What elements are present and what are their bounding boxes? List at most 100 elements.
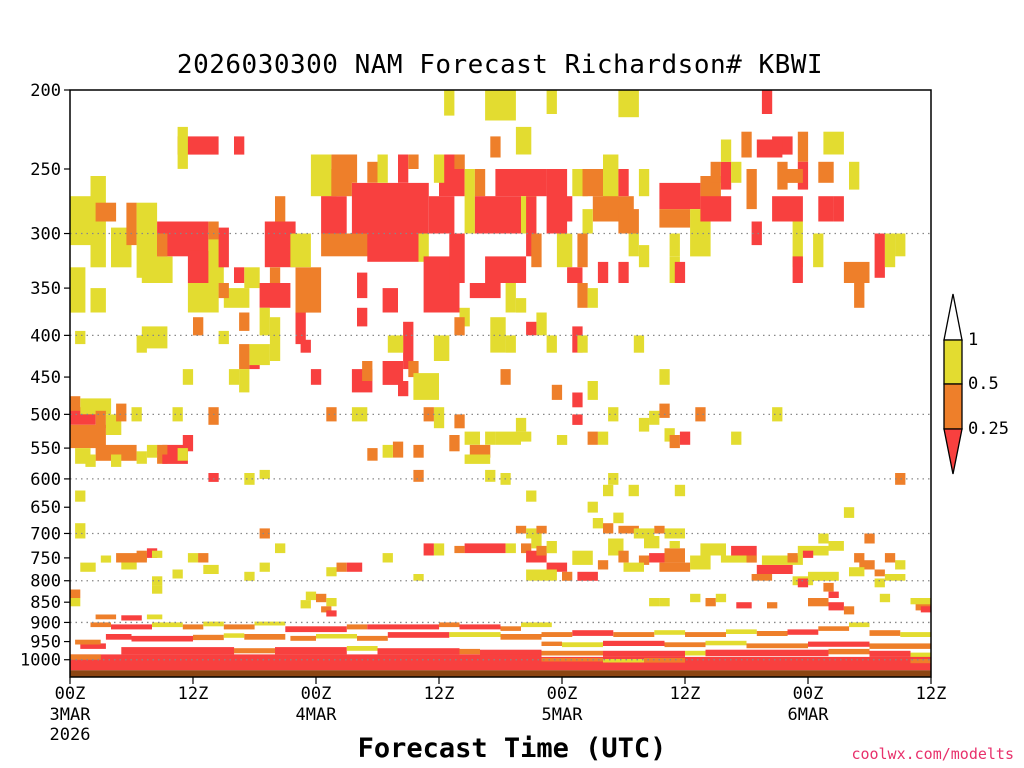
heatmap-cell xyxy=(454,317,465,336)
heatmap-cell xyxy=(285,626,347,633)
heatmap-cell xyxy=(849,161,860,190)
heatmap-cell xyxy=(577,571,598,581)
heatmap-cell xyxy=(777,161,788,190)
heatmap-cell xyxy=(818,533,829,544)
heatmap-cell xyxy=(208,407,219,425)
heatmap-cell xyxy=(464,543,506,554)
heatmap-cell xyxy=(275,196,286,222)
heatmap-cell xyxy=(526,321,537,336)
heatmap-cell xyxy=(664,528,685,539)
heatmap-cell xyxy=(664,428,675,442)
heatmap-cell xyxy=(920,606,932,613)
heatmap-cell xyxy=(90,622,111,628)
heatmap-cell xyxy=(485,256,527,283)
heatmap-cell xyxy=(505,283,516,313)
heatmap-cell xyxy=(382,361,404,385)
heatmap-cell xyxy=(244,634,286,640)
heatmap-cell xyxy=(75,523,86,539)
x-axis-label: Forecast Time (UTC) xyxy=(357,733,667,764)
heatmap-cell xyxy=(505,335,516,353)
heatmap-cell xyxy=(567,267,583,283)
chart-title: 2026030300 NAM Forecast Richardson# KBWI xyxy=(176,50,824,80)
heatmap-cell xyxy=(346,624,368,630)
heatmap-cell xyxy=(705,640,747,646)
heatmap-cell xyxy=(433,335,450,361)
heatmap-cell xyxy=(249,344,270,366)
heatmap-cell xyxy=(597,431,609,445)
heatmap-cell xyxy=(382,553,393,563)
heatmap-cell xyxy=(823,582,834,592)
y-tick-label: 500 xyxy=(30,405,61,425)
heatmap-cell xyxy=(536,312,547,336)
heatmap-cell xyxy=(720,139,732,162)
y-axis: 200 250 300 350 400 450 500 550 600 650 700 750 8008… xyxy=(20,81,70,671)
heatmap-cell xyxy=(259,283,291,308)
heatmap-cell xyxy=(849,622,870,628)
heatmap-cell xyxy=(357,272,368,299)
x-tick-label: 12Z xyxy=(670,684,701,704)
heatmap-cell xyxy=(895,560,906,570)
heatmap-cell xyxy=(659,403,670,418)
heatmap-cell xyxy=(480,649,542,657)
heatmap-cell xyxy=(797,131,809,162)
heatmap-cell xyxy=(618,525,639,534)
heatmap-cell xyxy=(295,267,322,313)
y-tick-label: 1000 xyxy=(20,651,61,671)
heatmap-cell xyxy=(351,407,368,422)
legend-label: 0.5 xyxy=(968,374,999,394)
heatmap-cell xyxy=(603,640,665,646)
heatmap-cell xyxy=(597,261,609,283)
heatmap-cell xyxy=(141,256,173,283)
heatmap-cell xyxy=(111,227,132,268)
heatmap-cell xyxy=(536,545,547,556)
heatmap-cell xyxy=(695,407,706,422)
credit-link[interactable]: coolwx.com/modelts xyxy=(851,745,1014,763)
heatmap-cell xyxy=(608,473,619,485)
heatmap-cell xyxy=(111,454,122,467)
heatmap-cell xyxy=(116,403,127,422)
heatmap-cell xyxy=(495,431,521,445)
heatmap-cell xyxy=(843,261,870,283)
heatmap-cell xyxy=(464,454,491,464)
heatmap-cell xyxy=(244,267,260,289)
heatmap-cell xyxy=(351,182,429,234)
heatmap-cell xyxy=(367,448,378,461)
y-tick-label: 900 xyxy=(30,613,61,633)
heatmap-cell xyxy=(679,431,691,445)
heatmap-cell xyxy=(618,261,629,283)
heatmap-cell xyxy=(731,545,757,556)
heatmap-cell xyxy=(644,536,660,549)
heatmap-cell xyxy=(326,598,337,607)
heatmap-cell xyxy=(223,288,250,308)
heatmap-cell xyxy=(618,550,629,563)
heatmap-cell xyxy=(228,369,240,385)
heatmap-cell xyxy=(80,398,112,415)
heatmap-cell xyxy=(70,424,106,449)
heatmap-cell xyxy=(792,256,803,283)
heatmap-cell xyxy=(638,555,650,565)
heatmap-cell xyxy=(818,196,834,222)
heatmap-cell xyxy=(787,629,819,635)
heatmap-cell xyxy=(362,361,373,381)
x-tick-label: 12Z xyxy=(916,684,947,704)
heatmap-cell xyxy=(808,598,829,607)
heatmap-cell xyxy=(572,414,583,425)
heatmap-cell xyxy=(669,541,680,549)
heatmap-cell xyxy=(500,626,521,631)
heatmap-cell xyxy=(726,629,757,634)
heatmap-cell xyxy=(259,528,270,539)
heatmap-cell xyxy=(310,154,332,197)
heatmap-cell xyxy=(787,553,798,563)
heatmap-cell xyxy=(70,267,86,313)
heatmap-cell xyxy=(157,233,168,257)
heatmap-cell xyxy=(485,469,496,482)
heatmap-cell xyxy=(843,606,855,615)
heatmap-cell xyxy=(177,448,188,461)
heatmap-cell xyxy=(70,396,81,411)
heatmap-cell xyxy=(715,593,727,603)
heatmap-cell xyxy=(70,589,81,598)
y-tick-label: 950 xyxy=(30,633,61,653)
heatmap-cell xyxy=(587,381,598,400)
y-tick-label: 650 xyxy=(30,498,61,518)
